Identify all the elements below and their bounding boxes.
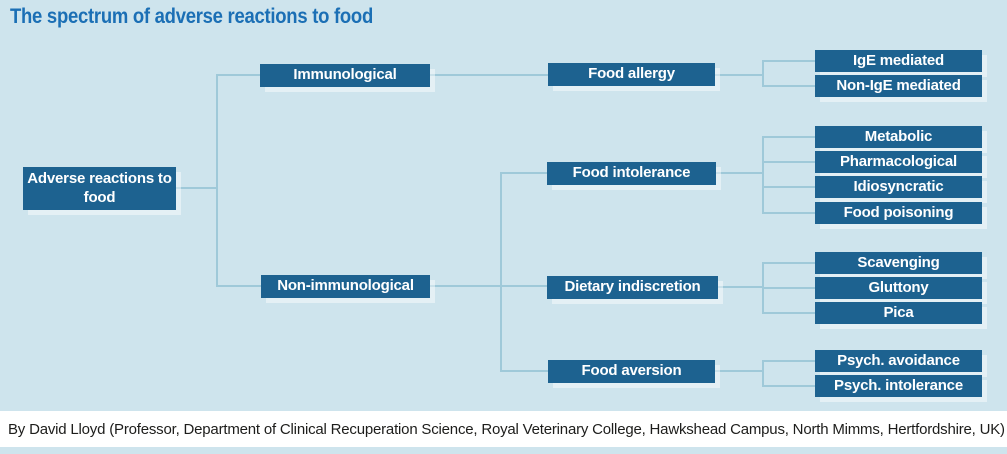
node-food-intolerance: Food intolerance [547, 162, 716, 185]
credit-text: By David Lloyd (Professor, Department of… [8, 420, 1005, 438]
connector-fork4-psych-intolerance [762, 385, 815, 387]
connector-trunk2-food-intolerance [500, 172, 547, 174]
connector-fork2-metabolic [762, 136, 815, 138]
page-title: The spectrum of adverse reactions to foo… [10, 5, 373, 28]
connector-food-allergy-fork [715, 74, 763, 76]
node-pica: Pica [815, 302, 982, 324]
connector-fork2-vertical [762, 136, 764, 214]
connector-fork1-vertical [762, 60, 764, 87]
node-psych-avoidance: Psych. avoidance [815, 350, 982, 372]
node-non-immunological: Non-immunological [261, 275, 430, 298]
node-idiosyncratic: Idiosyncratic [815, 176, 982, 198]
connector-fork1-ige [762, 60, 815, 62]
node-adverse-reactions-root: Adverse reactions to food [23, 167, 176, 210]
connector-fork3-pica [762, 312, 815, 314]
connector-trunk2-food-aversion [500, 370, 548, 372]
node-immunological: Immunological [260, 64, 430, 87]
connector-trunk1-vertical [216, 74, 218, 287]
node-food-aversion: Food aversion [548, 360, 715, 383]
connector-food-intolerance-fork [716, 172, 763, 174]
connector-fork1-non-ige [762, 85, 815, 87]
connector-non-immunological-dietary [430, 285, 547, 287]
connector-fork2-idiosyncratic [762, 186, 815, 188]
connector-fork3-gluttony [762, 287, 815, 289]
connector-trunk2-vertical [500, 172, 502, 372]
node-ige-mediated: IgE mediated [815, 50, 982, 72]
node-scavenging: Scavenging [815, 252, 982, 274]
node-pharmacological: Pharmacological [815, 151, 982, 173]
connector-trunk1-immunological [216, 74, 260, 76]
connector-fork3-scavenging [762, 262, 815, 264]
connector-fork2-food-poisoning [762, 212, 815, 214]
node-metabolic: Metabolic [815, 126, 982, 148]
connector-fork2-pharmacological [762, 161, 815, 163]
connector-trunk1-non-immunological [216, 285, 262, 287]
node-dietary-indiscretion: Dietary indiscretion [547, 276, 718, 299]
connector-immunological-food-allergy [430, 74, 548, 76]
connector-root-trunk [176, 187, 217, 189]
node-food-allergy: Food allergy [548, 63, 715, 86]
node-psych-intolerance: Psych. intolerance [815, 375, 982, 397]
node-gluttony: Gluttony [815, 277, 982, 299]
credit-band: By David Lloyd (Professor, Department of… [0, 411, 1007, 447]
connector-fork4-psych-avoidance [762, 360, 815, 362]
connector-dietary-fork [718, 286, 763, 288]
node-non-ige-mediated: Non-IgE mediated [815, 75, 982, 97]
node-food-poisoning: Food poisoning [815, 202, 982, 224]
connector-fork4-vertical [762, 360, 764, 387]
connector-food-aversion-fork [715, 370, 763, 372]
